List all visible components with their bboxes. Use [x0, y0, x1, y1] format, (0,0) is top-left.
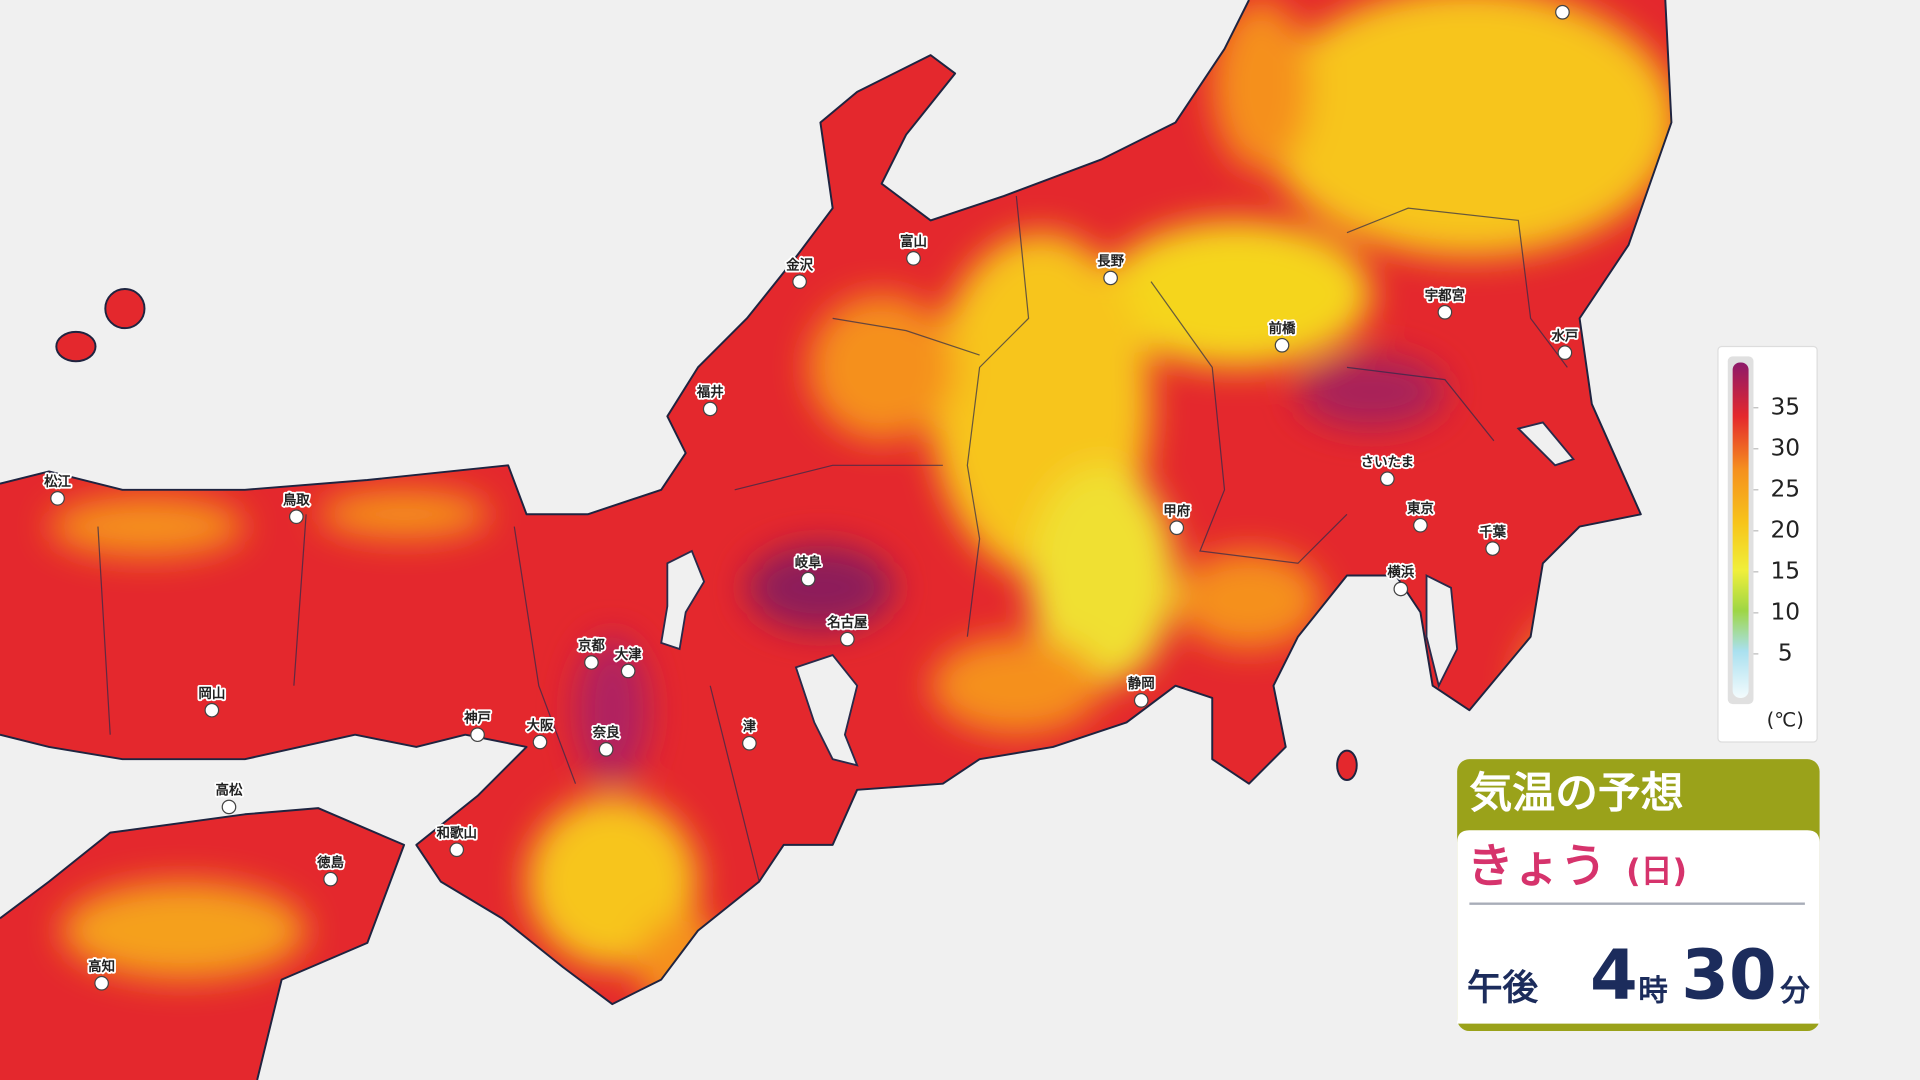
panel-title: 気温の予想 — [1469, 768, 1683, 818]
water-bodies — [660, 421, 1576, 767]
city-dot — [800, 571, 816, 587]
legend-tick-label: 35 — [1771, 393, 1801, 420]
city-dot — [840, 631, 855, 647]
city-label: 前橋 — [1269, 320, 1296, 337]
city-label: 静岡 — [1128, 675, 1155, 692]
city-dot — [470, 727, 485, 743]
city-dot — [449, 842, 465, 858]
city-dot — [50, 491, 65, 506]
legend: 35 30 25 20 15 10 5 (℃) — [1717, 345, 1818, 743]
city-label: 金沢 — [786, 256, 813, 273]
city-dot — [1133, 693, 1149, 708]
city-label: 宇都宮 — [1425, 287, 1465, 304]
city-dot — [1557, 345, 1573, 360]
city-dot — [532, 734, 548, 750]
panel-hour-unit: 時 — [1638, 973, 1667, 1007]
prefecture-borders — [97, 195, 1568, 882]
legend-colorbar — [1732, 362, 1749, 698]
panel-day: きょう — [1467, 839, 1607, 893]
city-dot — [1169, 520, 1185, 536]
city-dot — [1485, 541, 1500, 556]
city-label: 高知 — [88, 958, 115, 975]
city-dot — [1103, 270, 1118, 286]
city-dot — [702, 401, 718, 417]
city-label: 千葉 — [1479, 523, 1506, 540]
legend-ticks: 35 30 25 20 15 10 5 — [1753, 393, 1800, 666]
city-label: 富山 — [900, 233, 927, 250]
city-dot — [584, 655, 599, 670]
city-dot — [1380, 471, 1395, 487]
city-dot — [1393, 581, 1409, 597]
city-dot — [288, 509, 304, 525]
city-dot — [598, 742, 614, 757]
city-dot — [792, 274, 807, 289]
city-dot — [221, 799, 237, 815]
city-label: 大津 — [615, 646, 642, 663]
city-label: 名古屋 — [826, 614, 868, 631]
city-label: 岡山 — [198, 686, 225, 702]
city-label: 徳島 — [316, 854, 344, 871]
city-dot — [620, 663, 636, 679]
city-dot — [1274, 337, 1290, 353]
city-dot — [1437, 304, 1453, 320]
city-label: 京都 — [578, 638, 605, 654]
city-dot — [204, 702, 220, 718]
panel-period: 午後 — [1467, 967, 1539, 1008]
panel-minute: 30 — [1681, 936, 1776, 1016]
city-label: 水戸 — [1550, 327, 1578, 344]
legend-unit: (℃) — [1767, 709, 1804, 732]
city-dot — [323, 871, 338, 887]
forecast-panel: 気温の予想 きょう (日) 午後 4 時 30 分 — [1457, 759, 1820, 1032]
city-label: 和歌山 — [437, 825, 477, 842]
city-label: 高松 — [216, 782, 243, 799]
legend-tick-label: 5 — [1778, 639, 1793, 666]
city-label: 神戸 — [463, 709, 491, 726]
city-label: 甲府 — [1163, 503, 1190, 520]
legend-tick-label: 20 — [1771, 516, 1801, 543]
legend-tick-label: 25 — [1771, 475, 1801, 502]
city-label: 東京 — [1407, 500, 1434, 517]
city-label: 福井 — [696, 384, 724, 401]
legend-tick-label: 15 — [1771, 557, 1801, 584]
panel-hour: 4 — [1590, 936, 1638, 1016]
city-label: 岐阜 — [795, 554, 822, 571]
city-label: 奈良 — [592, 724, 620, 741]
city-dot — [1555, 4, 1570, 20]
legend-tick-label: 30 — [1771, 434, 1801, 461]
city-dot — [906, 251, 921, 266]
city-label: 横浜 — [1387, 564, 1414, 581]
coastline — [0, 0, 1673, 1080]
panel-minute-unit: 分 — [1779, 973, 1810, 1007]
city-label: 大阪 — [527, 717, 554, 734]
city-label: 鳥取 — [283, 491, 310, 508]
legend-tick-label: 10 — [1771, 598, 1801, 625]
panel-body — [1457, 830, 1820, 1024]
city-dot — [94, 975, 109, 991]
city-dot — [742, 735, 757, 751]
city-label: さいたま — [1361, 455, 1414, 471]
city-label: 長野 — [1097, 254, 1124, 270]
panel-weekday: (日) — [1626, 852, 1687, 890]
city-label: 津 — [743, 718, 757, 735]
city-label: 松江 — [44, 473, 71, 490]
city-dot — [1413, 517, 1428, 533]
